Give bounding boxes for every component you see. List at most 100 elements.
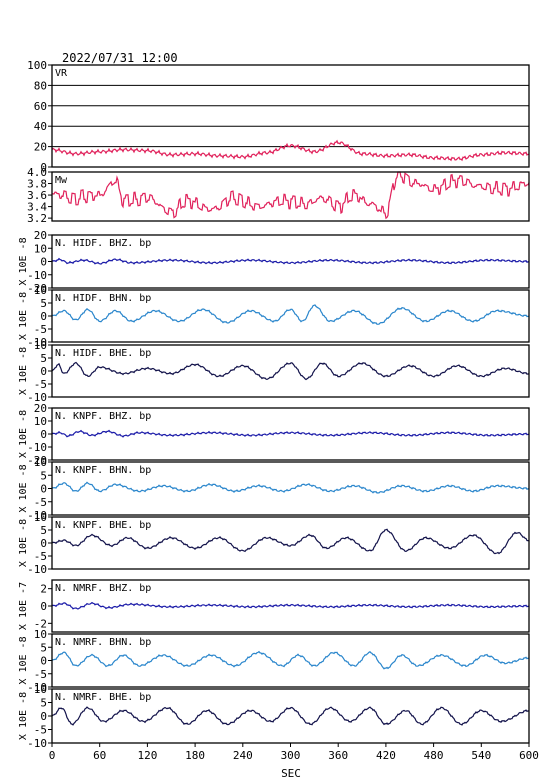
y-tick-label: -20	[27, 282, 47, 295]
y-axis-label: X 10E -8	[18, 347, 29, 395]
x-tick-label: 120	[137, 749, 157, 762]
x-axis-label: SEC	[281, 767, 301, 780]
trace-line	[51, 139, 530, 162]
y-tick-label: -10	[27, 391, 47, 404]
y-tick-label: 0	[40, 161, 47, 174]
x-tick-label: 600	[519, 749, 539, 762]
y-tick-label: -10	[27, 737, 47, 750]
y-tick-label: 0	[40, 710, 47, 723]
y-axis-label: X 10E -8	[18, 464, 29, 512]
y-tick-label: -20	[27, 454, 47, 467]
y-tick-label: 0	[40, 655, 47, 668]
y-tick-label: 3.6	[27, 189, 47, 202]
y-tick-label: 2	[40, 583, 47, 596]
trace-line	[51, 650, 530, 670]
y-tick-label: 10	[34, 284, 47, 297]
y-tick-label: 0	[40, 256, 47, 269]
trace-line	[51, 361, 530, 381]
y-tick-label: 5	[40, 524, 47, 537]
y-tick-label: 20	[34, 402, 47, 415]
y-tick-label: 4.0	[27, 166, 47, 179]
y-axis-label: X 10E -8	[18, 692, 29, 740]
y-tick-label: 5	[40, 641, 47, 654]
panel-label: VR	[55, 68, 68, 79]
y-axis-label: X 10E -8	[18, 636, 29, 684]
y-tick-label: -10	[27, 681, 47, 694]
y-tick-label: 5	[40, 352, 47, 365]
y-tick-label: -5	[34, 668, 47, 681]
x-tick-label: 360	[328, 749, 348, 762]
y-tick-label: 10	[34, 511, 47, 524]
panel-label: N. HIDF. BHN. bp	[55, 293, 151, 304]
y-axis-label: X 10E -8	[18, 519, 29, 567]
y-tick-label: 5	[40, 469, 47, 482]
y-axis-label: X 10E -8	[18, 237, 29, 285]
trace-line	[51, 481, 530, 494]
panel-label: Mw	[55, 175, 68, 186]
trace-line	[51, 601, 530, 610]
y-tick-label: 100	[27, 59, 47, 72]
panel-stack: 020406080100VR3.23.43.63.84.0Mw-20-10010…	[18, 59, 539, 762]
y-tick-label: 60	[34, 100, 47, 113]
panel-frame	[51, 171, 530, 222]
y-tick-label: 5	[40, 297, 47, 310]
y-tick-label: 10	[34, 683, 47, 696]
y-tick-label: -5	[34, 496, 47, 509]
y-axis-label: X 10E -7	[18, 582, 29, 630]
y-tick-label: 0	[40, 600, 47, 613]
y-tick-label: 0	[40, 537, 47, 550]
y-tick-label: 0	[40, 310, 47, 323]
y-tick-label: -10	[27, 269, 47, 282]
figure-title: 2022/07/31 12:00	[62, 51, 178, 65]
y-tick-label: 3.8	[27, 178, 47, 191]
y-tick-label: -5	[34, 724, 47, 737]
y-tick-label: -10	[27, 563, 47, 576]
panel-label: N. HIDF. BHZ. bp	[55, 238, 151, 249]
x-tick-label: 420	[376, 749, 396, 762]
y-tick-label: -10	[27, 509, 47, 522]
x-tick-label: 480	[424, 749, 444, 762]
panel-frame	[51, 64, 530, 168]
y-tick-label: 80	[34, 79, 47, 92]
panel-label: N. KNPF. BHE. bp	[55, 520, 151, 531]
y-tick-label: 10	[34, 628, 47, 641]
y-tick-label: 3.2	[27, 212, 47, 225]
trace-line	[51, 304, 530, 325]
x-tick-label: 180	[185, 749, 205, 762]
y-tick-label: 10	[34, 242, 47, 255]
y-tick-label: -5	[34, 378, 47, 391]
y-tick-label: 20	[34, 141, 47, 154]
y-tick-label: 3.4	[27, 201, 47, 214]
trace-line	[51, 528, 530, 555]
trace-line	[51, 706, 530, 726]
panel-label: N. HIDF. BHE. bp	[55, 348, 151, 359]
y-tick-label: 20	[34, 229, 47, 242]
y-tick-label: 5	[40, 697, 47, 710]
y-axis-label: X 10E -8	[18, 410, 29, 458]
y-tick-label: 0	[40, 365, 47, 378]
y-tick-label: 10	[34, 456, 47, 469]
panel-0: 0 20 40 60 80 100 VR	[27, 59, 530, 174]
panel-label: N. KNPF. BHN. bp	[55, 465, 151, 476]
x-axis: 0 60 120 180 240 300 360 420 480 540 600	[49, 743, 539, 762]
x-tick-label: 300	[281, 749, 301, 762]
panel-label: N. NMRF. BHN. bp	[55, 637, 151, 648]
trace-line	[51, 257, 530, 265]
y-tick-label: -10	[27, 336, 47, 349]
y-tick-label: 10	[34, 415, 47, 428]
y-tick-label: 40	[34, 120, 47, 133]
y-tick-label: -5	[34, 323, 47, 336]
x-tick-label: 60	[93, 749, 106, 762]
x-tick-label: 240	[233, 749, 253, 762]
panel-label: N. NMRF. BHE. bp	[55, 692, 151, 703]
x-tick-label: 0	[49, 749, 56, 762]
y-tick-label: -10	[27, 441, 47, 454]
y-axis-label: X 10E -8	[18, 292, 29, 340]
